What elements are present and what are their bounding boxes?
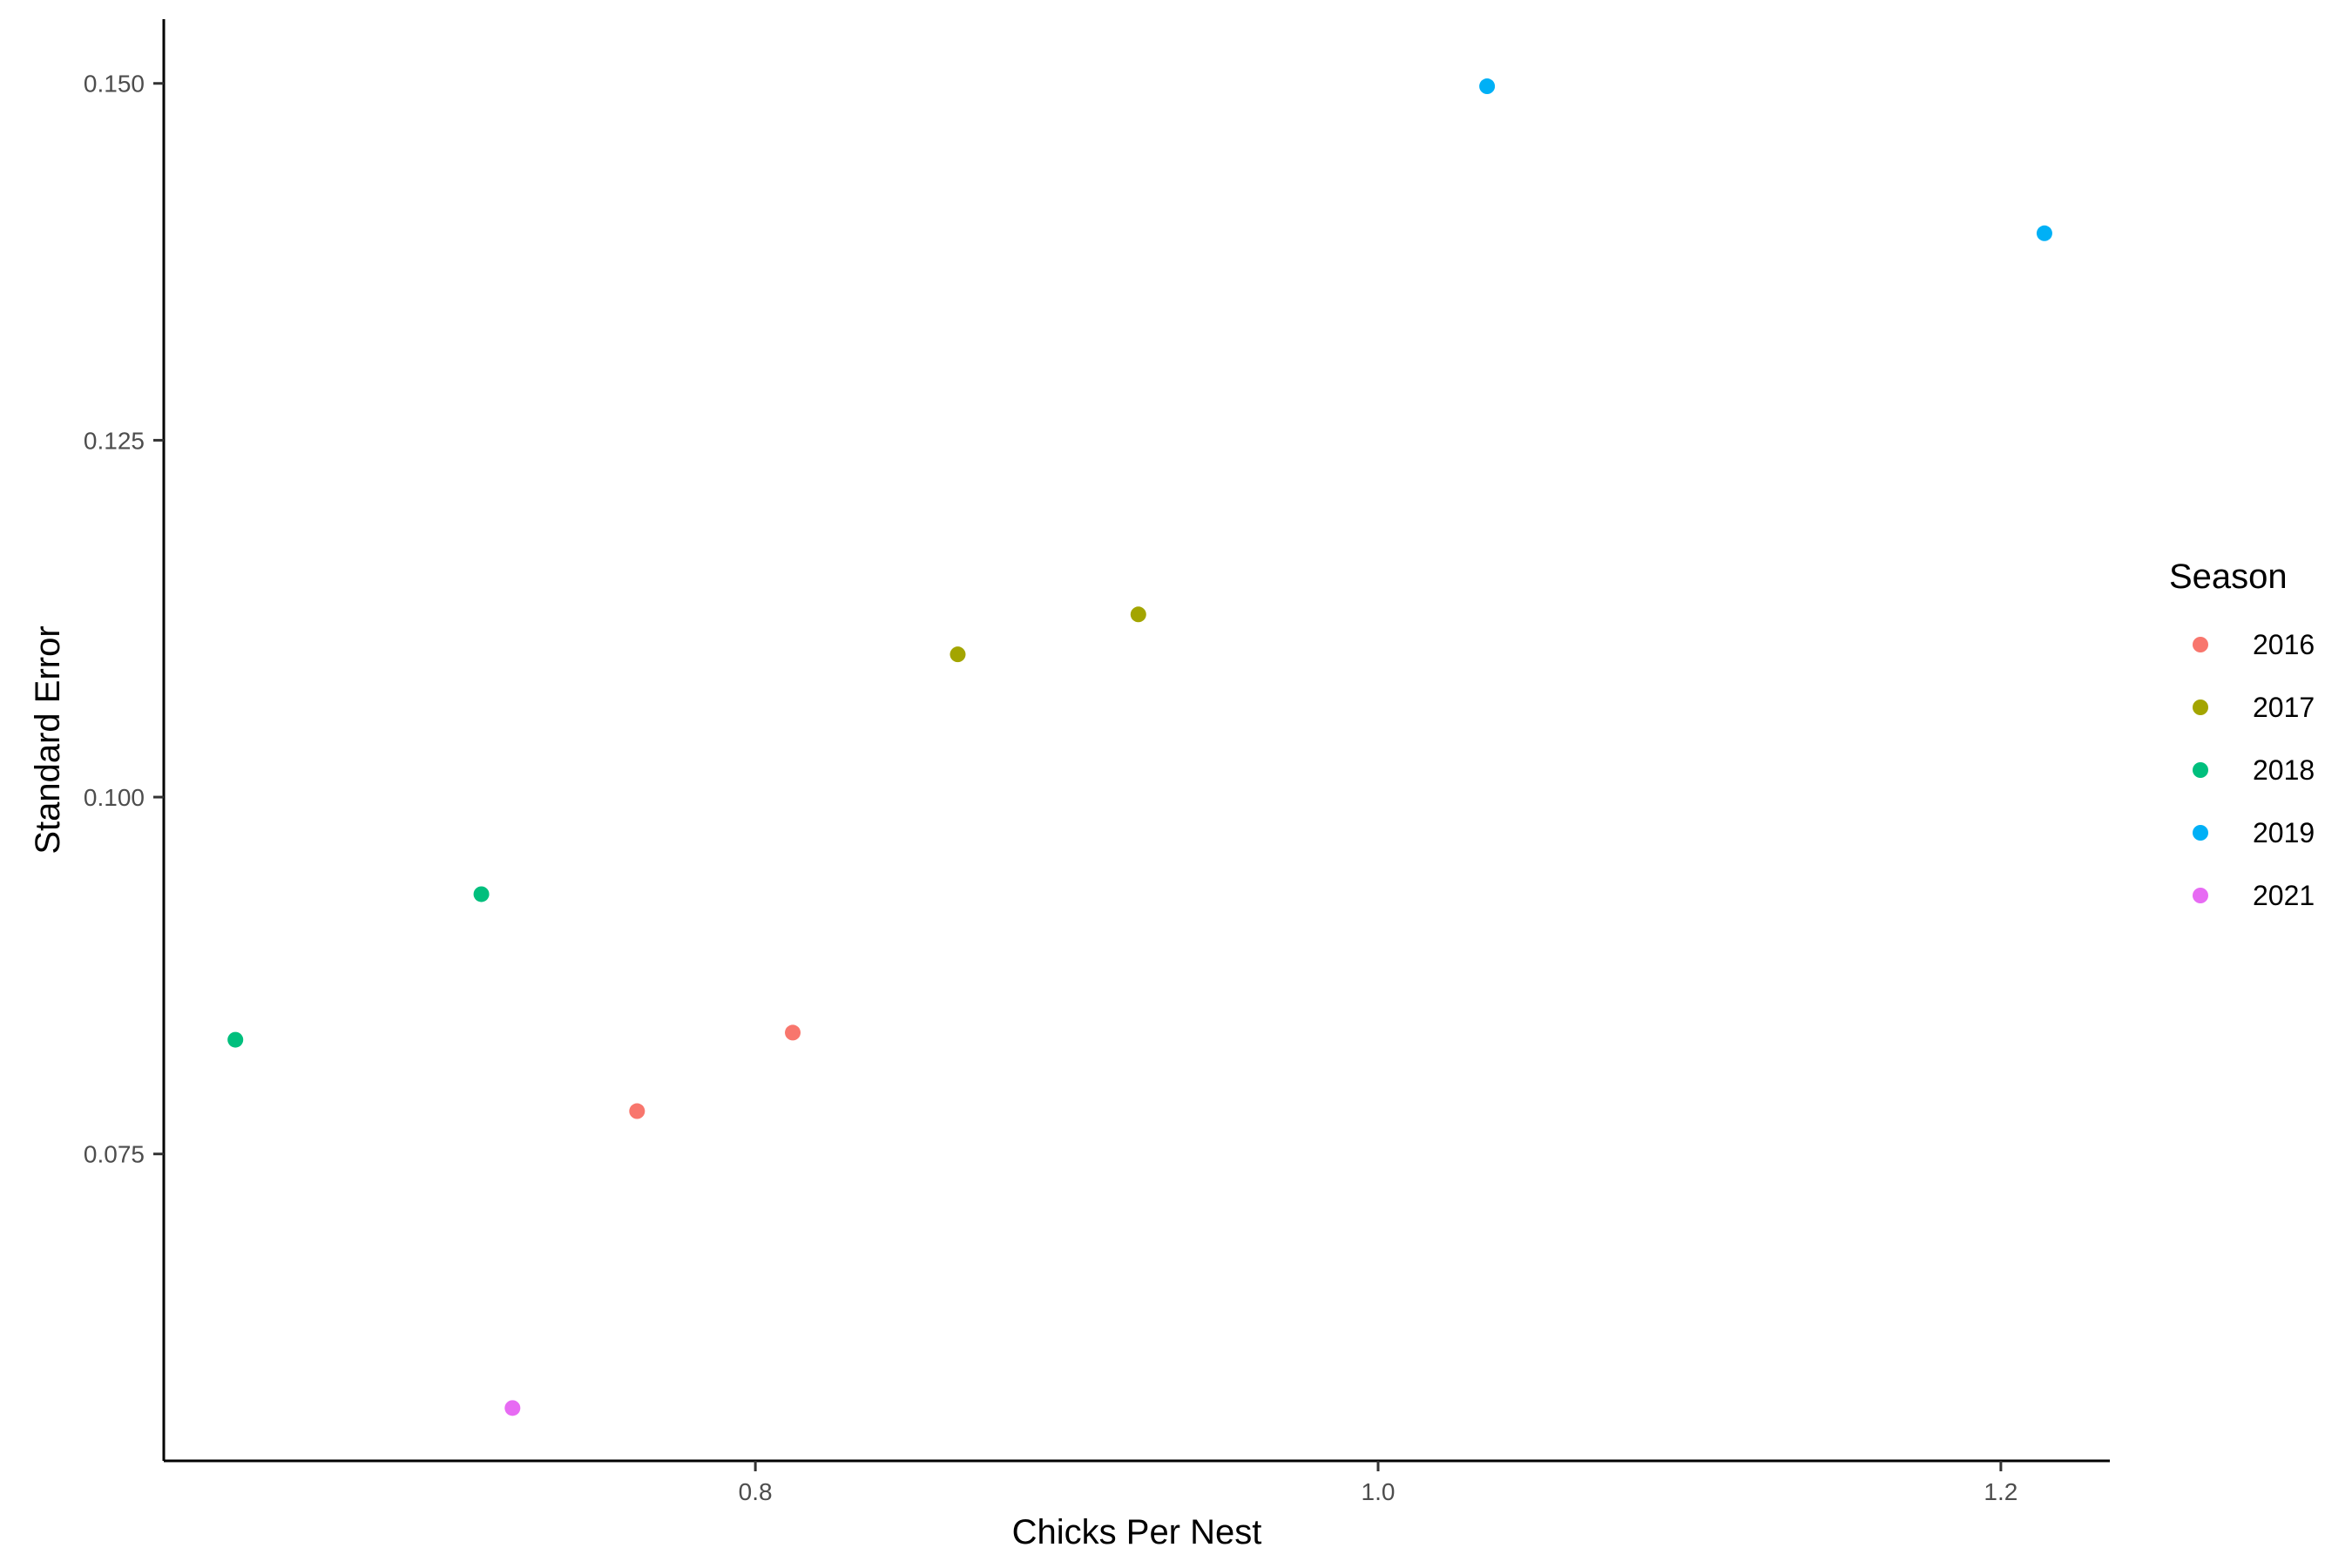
data-point-2016 [629, 1103, 645, 1119]
x-tick-label: 1.2 [1984, 1478, 2017, 1505]
y-axis-title: Standard Error [29, 625, 67, 854]
data-point-2021 [504, 1400, 521, 1416]
y-axis-ticks: 0.075 0.100 0.125 0.150 [84, 71, 164, 1168]
y-tick-label: 0.075 [84, 1141, 145, 1168]
data-point-2016 [785, 1024, 801, 1041]
legend-label: 2017 [2253, 692, 2315, 723]
legend-item-2017: 2017 [2193, 692, 2315, 723]
legend-title: Season [2169, 558, 2288, 596]
y-tick-label: 0.125 [84, 427, 145, 454]
legend-key-2019 [2193, 825, 2208, 841]
data-point-2018 [473, 886, 490, 902]
x-tick-label: 0.8 [739, 1478, 773, 1505]
legend: Season 2016 2017 2018 2019 2021 [2169, 558, 2315, 911]
x-axis-ticks: 0.8 1.0 1.2 [739, 1461, 2017, 1505]
x-tick-label: 1.0 [1362, 1478, 1396, 1505]
legend-item-2018: 2018 [2193, 754, 2315, 786]
legend-key-2017 [2193, 700, 2208, 715]
legend-key-2021 [2193, 888, 2208, 903]
legend-label: 2018 [2253, 754, 2315, 786]
legend-item-2021: 2021 [2193, 880, 2315, 911]
legend-key-2016 [2193, 637, 2208, 652]
x-axis-title: Chicks Per Nest [1012, 1513, 1262, 1551]
legend-label: 2016 [2253, 629, 2315, 660]
data-point-2017 [1130, 606, 1146, 623]
data-point-2019 [1479, 78, 1496, 95]
data-point-2018 [227, 1031, 244, 1048]
data-point-2019 [2036, 225, 2052, 241]
legend-item-2016: 2016 [2193, 629, 2315, 660]
data-points [227, 78, 2052, 1416]
legend-label: 2019 [2253, 817, 2315, 848]
legend-items: 2016 2017 2018 2019 2021 [2193, 629, 2315, 911]
y-tick-label: 0.150 [84, 71, 145, 98]
legend-item-2019: 2019 [2193, 817, 2315, 848]
data-point-2017 [950, 646, 966, 663]
legend-label: 2021 [2253, 880, 2315, 911]
y-tick-label: 0.100 [84, 784, 145, 811]
legend-key-2018 [2193, 762, 2208, 778]
